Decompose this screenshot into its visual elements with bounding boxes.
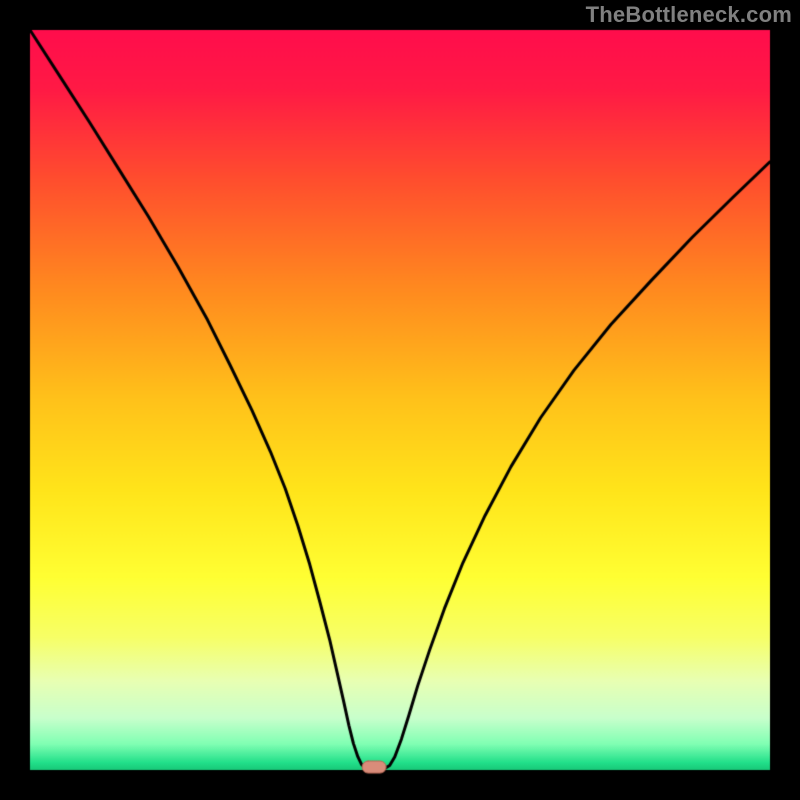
bottleneck-chart <box>0 0 800 800</box>
watermark-text: TheBottleneck.com <box>586 2 792 28</box>
